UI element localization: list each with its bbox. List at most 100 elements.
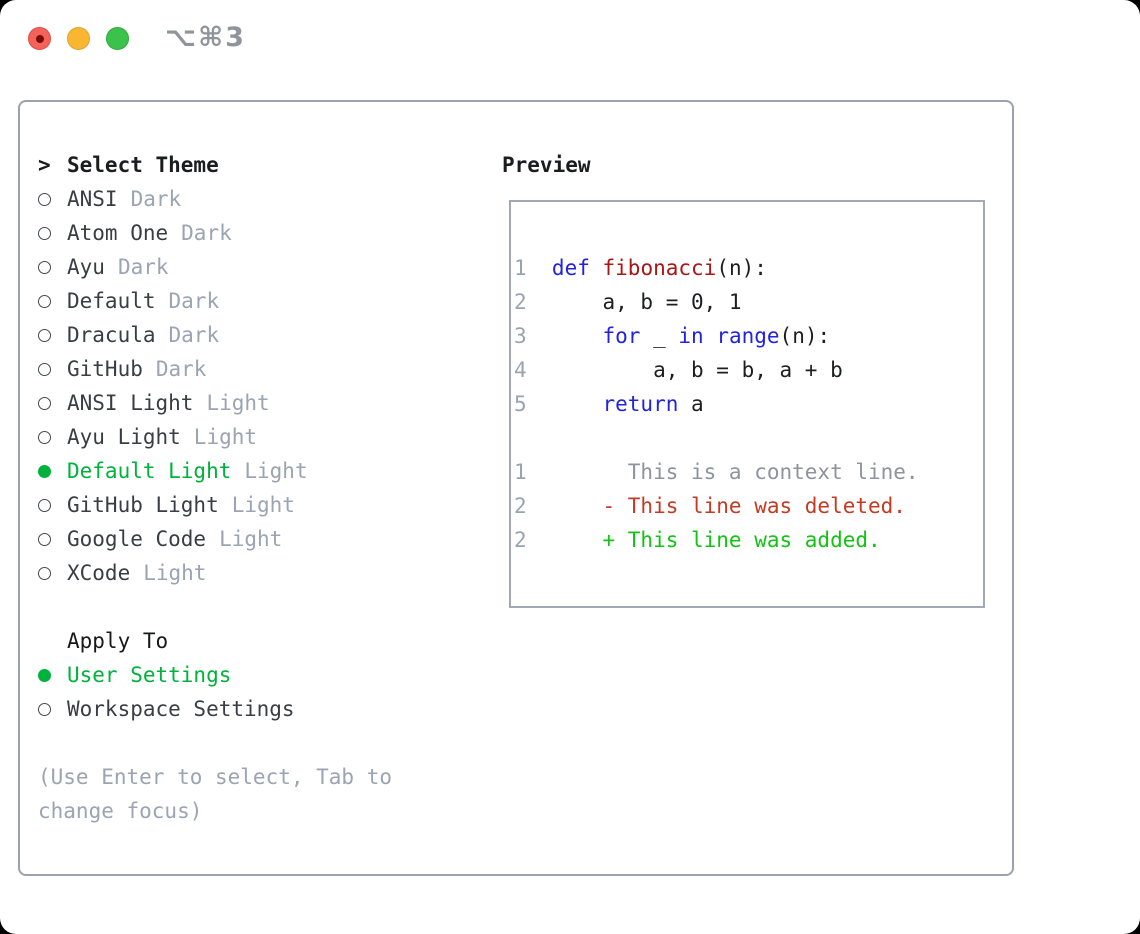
preview-code-box: 1 def fibonacci(n): 2 a, b = 0, 1 3 for _… [509, 200, 985, 608]
theme-variant-tag: Light [231, 493, 295, 517]
code-token: return [602, 392, 679, 416]
radio-unselected-icon [38, 328, 51, 342]
apply-to-header-label: Apply To [67, 629, 169, 653]
diff-text: - This line was deleted. [551, 494, 906, 518]
window-title: ⌥⌘3 [165, 22, 246, 53]
diff-context-line: 1 This is a context line. [514, 455, 975, 489]
code-token [590, 256, 603, 280]
theme-name: Default Light [67, 459, 232, 483]
spacer [38, 590, 392, 624]
maximize-button[interactable] [106, 27, 129, 50]
theme-variant-tag: Dark [168, 289, 220, 313]
diff-text: + This line was added. [551, 528, 881, 552]
focus-caret-icon: > [38, 153, 51, 177]
radio-unselected-icon [38, 498, 51, 512]
code-line: 5 return a [514, 387, 975, 421]
titlebar: ⌥⌘3 [0, 0, 1140, 64]
theme-name: Dracula [67, 323, 156, 347]
theme-variant-tag: Dark [155, 357, 207, 381]
code-line: 1 def fibonacci(n): [514, 251, 975, 285]
apply-option-workspace-settings[interactable]: Workspace Settings [38, 692, 392, 726]
theme-name: Atom One [67, 221, 169, 245]
diff-text: This is a context line. [551, 460, 919, 484]
preview-header: Preview [502, 153, 591, 177]
code-token [552, 324, 603, 348]
blank-line [514, 421, 975, 455]
code-token [704, 324, 717, 348]
code-token: a, b = 0, 1 [551, 290, 742, 314]
theme-variant-tag: Dark [181, 221, 232, 245]
theme-name: GitHub Light [67, 493, 219, 517]
keyboard-hint-line-2: change focus) [38, 799, 203, 823]
code-token: a, b = b, a + b [551, 358, 843, 382]
theme-name: ANSI Light [67, 391, 194, 415]
theme-option-ansi-light[interactable]: ANSI Light Light [38, 386, 392, 420]
select-theme-header-label: Select Theme [67, 153, 219, 177]
theme-option-default-light[interactable]: Default Light Light [38, 454, 392, 488]
theme-variant-tag: Light [219, 527, 283, 551]
keyboard-hint-line-1: (Use Enter to select, Tab to [38, 765, 393, 789]
line-number: 3 [514, 324, 527, 348]
line-number: 2 [514, 528, 527, 552]
select-theme-header: > Select Theme [38, 148, 392, 182]
theme-variant-tag: Dark [130, 187, 182, 211]
apply-option-user-settings[interactable]: User Settings [38, 658, 392, 692]
theme-variant-tag: Dark [168, 323, 220, 347]
radio-unselected-icon [38, 260, 51, 274]
radio-unselected-icon [38, 430, 51, 444]
line-number: 1 [514, 256, 527, 280]
theme-option-ayu-light[interactable]: Ayu Light Light [38, 420, 392, 454]
theme-option-dracula-dark[interactable]: Dracula Dark [38, 318, 392, 352]
radio-unselected-icon [38, 192, 51, 206]
theme-option-google-code[interactable]: Google Code Light [38, 522, 392, 556]
theme-name: XCode [67, 561, 131, 585]
theme-variant-tag: Light [193, 425, 258, 449]
theme-name: GitHub [67, 357, 143, 381]
line-number: 2 [514, 290, 527, 314]
apply-option-label: User Settings [67, 663, 232, 687]
theme-option-default-dark[interactable]: Default Dark [38, 284, 392, 318]
theme-name: Default [67, 289, 156, 313]
code-token: (n): [716, 256, 767, 280]
line-number: 1 [514, 460, 527, 484]
line-number: 5 [514, 392, 527, 416]
theme-name: Google Code [67, 527, 207, 551]
code-line: 4 a, b = b, a + b [514, 353, 975, 387]
radio-unselected-icon [38, 532, 51, 546]
radio-selected-icon [38, 668, 51, 682]
code-token: a [678, 392, 704, 416]
theme-picker-panel: > Select Theme ANSI Dark Atom One Dark Ayu D… [18, 100, 1014, 876]
theme-variant-tag: Dark [117, 255, 169, 279]
theme-option-ayu-dark[interactable]: Ayu Dark [38, 250, 392, 284]
minimize-button[interactable] [67, 27, 90, 50]
theme-option-github-light[interactable]: GitHub Light Light [38, 488, 392, 522]
theme-option-github-dark[interactable]: GitHub Dark [38, 352, 392, 386]
theme-option-xcode[interactable]: XCode Light [38, 556, 392, 590]
close-button[interactable] [28, 27, 51, 50]
code-line: 2 a, b = 0, 1 [514, 285, 975, 319]
theme-name: ANSI [67, 187, 118, 211]
radio-unselected-icon [38, 294, 51, 308]
theme-variant-tag: Light [244, 459, 308, 483]
theme-variant-tag: Light [143, 561, 207, 585]
code-token: in [678, 324, 704, 348]
theme-variant-tag: Light [206, 391, 270, 415]
theme-option-atom-one-dark[interactable]: Atom One Dark [38, 216, 392, 250]
code-token: range [716, 324, 780, 348]
radio-unselected-icon [38, 566, 51, 580]
theme-option-ansi-dark[interactable]: ANSI Dark [38, 182, 392, 216]
theme-name: Ayu [67, 255, 105, 279]
apply-option-label: Workspace Settings [67, 697, 295, 721]
close-button-dot-icon [35, 34, 44, 43]
radio-unselected-icon [38, 702, 51, 716]
code-token: for [602, 324, 641, 348]
apply-to-header: Apply To [38, 624, 392, 658]
line-number: 4 [514, 358, 527, 382]
radio-unselected-icon [38, 362, 51, 376]
code-token: def [551, 256, 590, 280]
code-token: (n): [779, 324, 831, 348]
line-number: 2 [514, 494, 527, 518]
spacer [38, 726, 392, 760]
code-token: _ [640, 324, 679, 348]
